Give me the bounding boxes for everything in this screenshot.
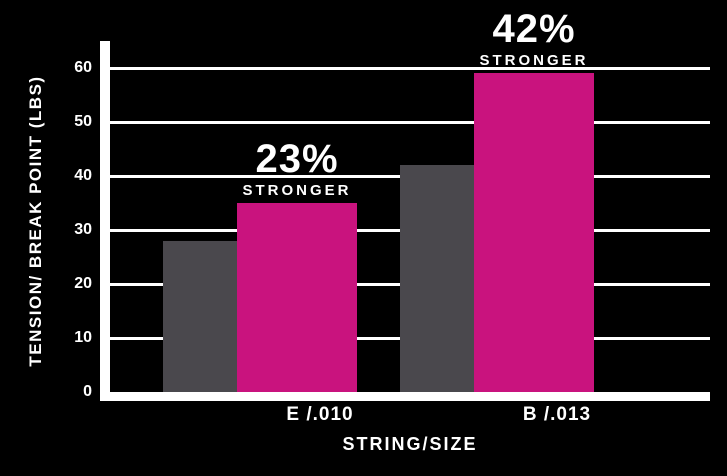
x-axis-line	[100, 392, 710, 401]
gridline-50	[110, 120, 710, 124]
x-axis-label: STRING/SIZE	[342, 434, 478, 454]
bar-stronger-string-1	[237, 203, 357, 392]
y-tick-label-0: 0	[83, 383, 92, 400]
plot-area	[110, 41, 710, 392]
annotation-stronger-label: STRONGER	[479, 52, 589, 70]
annotation-2: 42% STRONGER	[479, 9, 588, 68]
gridline-60	[110, 66, 710, 70]
category-label-1: E /.010	[286, 404, 354, 425]
y-tick-label-30: 30	[74, 221, 92, 238]
annotation-1: 23% STRONGER	[242, 139, 351, 198]
y-tick-label-40: 40	[74, 167, 92, 184]
y-tick-label-60: 60	[74, 59, 92, 76]
y-tick-label-20: 20	[74, 275, 92, 292]
category-label-2: B /.013	[522, 404, 592, 425]
annotation-percent: 23%	[255, 137, 339, 181]
y-tick-label-50: 50	[74, 113, 92, 130]
annotation-percent: 42%	[492, 7, 576, 52]
y-axis-line	[100, 41, 110, 401]
bar-stronger-string-2	[474, 73, 594, 392]
annotation-stronger-label: STRONGER	[242, 182, 352, 199]
y-tick-label-10: 10	[74, 329, 92, 346]
